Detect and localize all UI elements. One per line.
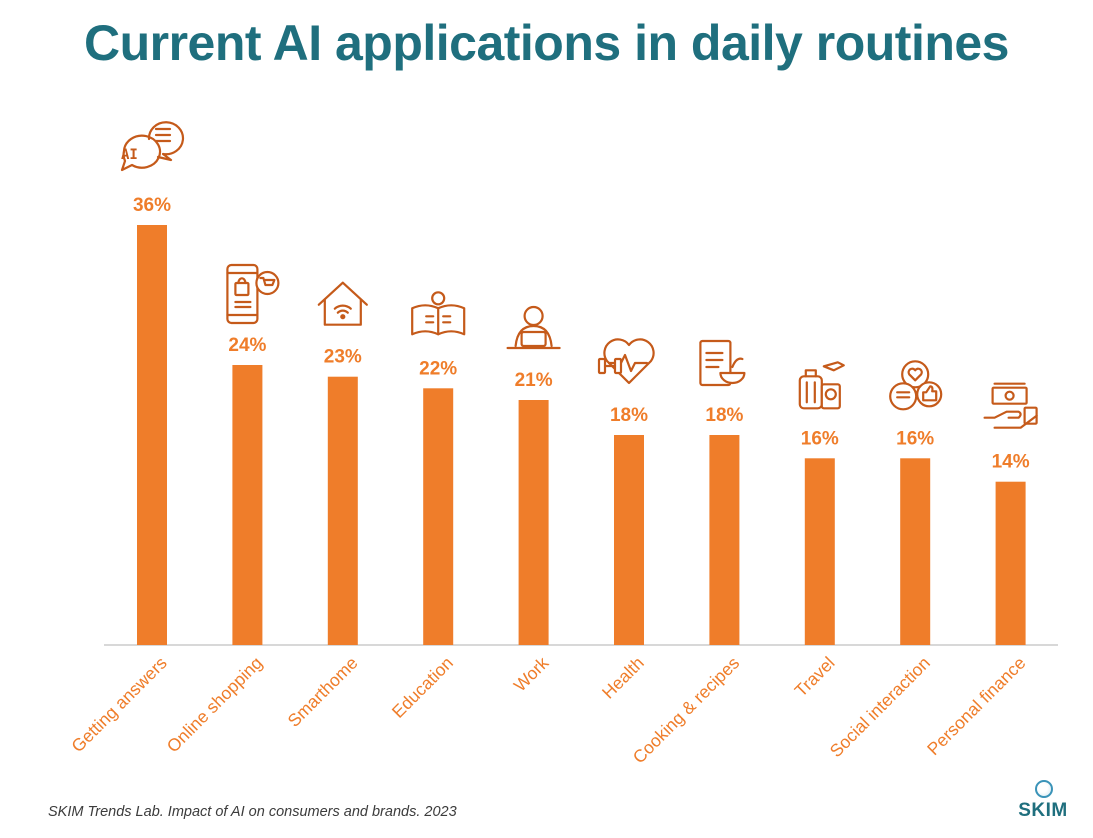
travel-icon (798, 361, 845, 410)
value-label-2: 23% (324, 347, 362, 368)
bar-9 (995, 481, 1026, 645)
work-laptop-icon (506, 305, 561, 350)
category-label-5: Health (598, 653, 648, 703)
svg-text:AI: AI (121, 147, 138, 163)
ai-chat-icon: AI (120, 121, 185, 172)
recipe-icon (699, 339, 746, 387)
category-label-3: Education (388, 653, 457, 722)
category-label-1: Online shopping (163, 653, 267, 757)
finance-icon (983, 382, 1038, 429)
health-fitness-icon (597, 338, 655, 385)
bar-0 (137, 225, 167, 645)
value-label-3: 22% (419, 358, 457, 379)
bar-1 (232, 365, 263, 645)
value-label-6: 18% (705, 405, 743, 426)
bar-8 (900, 458, 931, 645)
category-label-6: Cooking & recipes (629, 653, 744, 768)
category-label-9: Personal finance (923, 653, 1029, 759)
bar-5 (614, 435, 644, 645)
category-label-4: Work (510, 653, 553, 696)
skim-logo: SKIM (1010, 778, 1080, 824)
value-label-1: 24% (228, 335, 266, 356)
value-label-7: 16% (801, 428, 839, 449)
bar-3 (423, 388, 454, 645)
value-label-4: 21% (515, 370, 553, 391)
bar-4 (518, 400, 549, 645)
value-label-5: 18% (610, 405, 648, 426)
bar-2 (327, 376, 358, 645)
category-label-2: Smarthome (284, 653, 362, 731)
smart-home-icon (317, 281, 368, 326)
logo-text: SKIM (1018, 800, 1068, 821)
bar-7 (804, 458, 835, 645)
bar-6 (709, 435, 740, 645)
education-icon (411, 291, 466, 336)
logo-ring-icon (1035, 780, 1053, 798)
category-label-7: Travel (791, 653, 839, 701)
value-label-0: 36% (133, 195, 171, 216)
value-label-9: 14% (992, 452, 1030, 473)
category-label-0: Getting answers (67, 653, 171, 757)
category-label-8: Social interaction (826, 653, 934, 761)
social-interaction-icon (889, 360, 943, 411)
source-note: SKIM Trends Lab. Impact of AI on consume… (48, 804, 457, 820)
value-label-8: 16% (896, 428, 934, 449)
chart-title: Current AI applications in daily routine… (83, 15, 1010, 71)
mobile-shopping-icon (226, 263, 280, 325)
